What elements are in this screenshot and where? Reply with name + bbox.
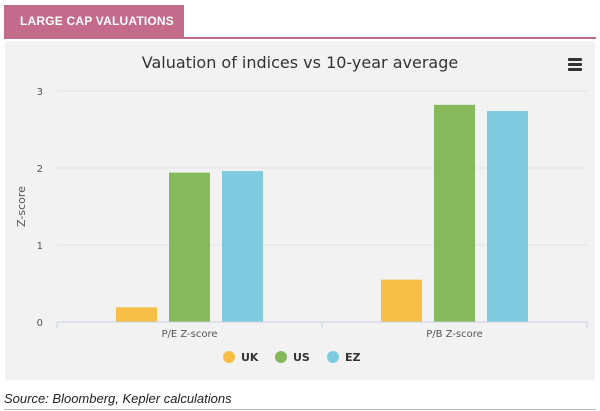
chart-menu-button[interactable] [563,53,587,75]
bar-uk-pe[interactable] [116,307,157,322]
legend-marker [327,351,339,363]
section-divider [4,37,596,39]
bar-ez-pb[interactable] [487,111,528,323]
footer-divider [4,409,596,410]
chart-panel: Valuation of indices vs 10-year average … [5,41,595,380]
legend-item-uk[interactable]: UK [223,351,259,364]
legend-label: US [293,351,310,364]
bars [116,104,528,323]
legend: UK US EZ [223,351,361,364]
bar-us-pb[interactable] [434,104,475,322]
chart-title: Valuation of indices vs 10-year average [142,53,458,72]
hamburger-menu-icon [568,58,582,61]
bar-uk-pb[interactable] [381,279,422,322]
legend-label: EZ [345,351,361,364]
y-tick-label: 0 [37,318,43,329]
legend-label: UK [241,351,259,364]
x-tick-label: P/E Z-score [161,329,217,340]
y-tick-label: 3 [37,87,43,98]
legend-marker [275,351,287,363]
y-tick-label: 1 [37,241,43,252]
legend-item-ez[interactable]: EZ [327,351,361,364]
bar-ez-pe[interactable] [222,171,263,322]
legend-item-us[interactable]: US [275,351,310,364]
hamburger-menu-icon [568,63,582,66]
section-tab: LARGE CAP VALUATIONS [4,5,184,38]
y-axis-label: Z-score [15,186,28,227]
y-tick-label: 2 [37,164,43,175]
bar-chart: Valuation of indices vs 10-year average … [15,53,588,364]
hamburger-menu-icon [568,68,582,71]
x-tick-label: P/B Z-score [426,329,483,340]
bar-us-pe[interactable] [169,172,210,322]
source-note: Source: Bloomberg, Kepler calculations [4,391,232,406]
axes: 0 1 2 3 P/E Z-score P/B Z-score [37,87,588,340]
legend-marker [223,351,235,363]
